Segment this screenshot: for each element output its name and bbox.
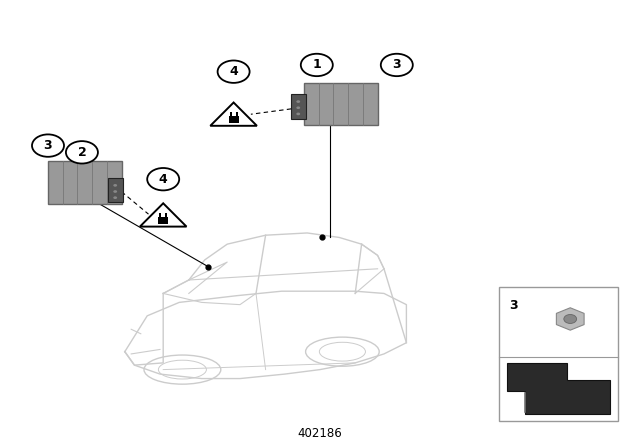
FancyBboxPatch shape xyxy=(165,213,167,217)
FancyBboxPatch shape xyxy=(230,112,232,116)
Polygon shape xyxy=(556,308,584,330)
Text: 4: 4 xyxy=(229,65,238,78)
FancyBboxPatch shape xyxy=(48,161,122,204)
Text: 3: 3 xyxy=(44,139,52,152)
Circle shape xyxy=(296,112,300,115)
Circle shape xyxy=(296,100,300,103)
Circle shape xyxy=(218,60,250,83)
Circle shape xyxy=(32,134,64,157)
Circle shape xyxy=(381,54,413,76)
FancyBboxPatch shape xyxy=(236,112,237,116)
Text: 2: 2 xyxy=(77,146,86,159)
Text: 1: 1 xyxy=(312,58,321,72)
Circle shape xyxy=(564,314,577,323)
Text: 402186: 402186 xyxy=(298,427,342,440)
FancyBboxPatch shape xyxy=(158,217,168,224)
FancyBboxPatch shape xyxy=(228,116,239,123)
FancyBboxPatch shape xyxy=(304,83,378,125)
Circle shape xyxy=(301,54,333,76)
Text: 3: 3 xyxy=(392,58,401,72)
FancyBboxPatch shape xyxy=(499,287,618,421)
Polygon shape xyxy=(507,363,610,414)
Circle shape xyxy=(113,190,117,193)
Circle shape xyxy=(296,107,300,109)
Circle shape xyxy=(147,168,179,190)
Text: 3: 3 xyxy=(509,299,518,312)
Circle shape xyxy=(113,196,117,199)
FancyBboxPatch shape xyxy=(159,213,161,217)
FancyBboxPatch shape xyxy=(291,94,306,119)
Circle shape xyxy=(66,141,98,164)
FancyBboxPatch shape xyxy=(108,178,123,202)
Text: 4: 4 xyxy=(159,172,168,186)
Circle shape xyxy=(113,184,117,187)
